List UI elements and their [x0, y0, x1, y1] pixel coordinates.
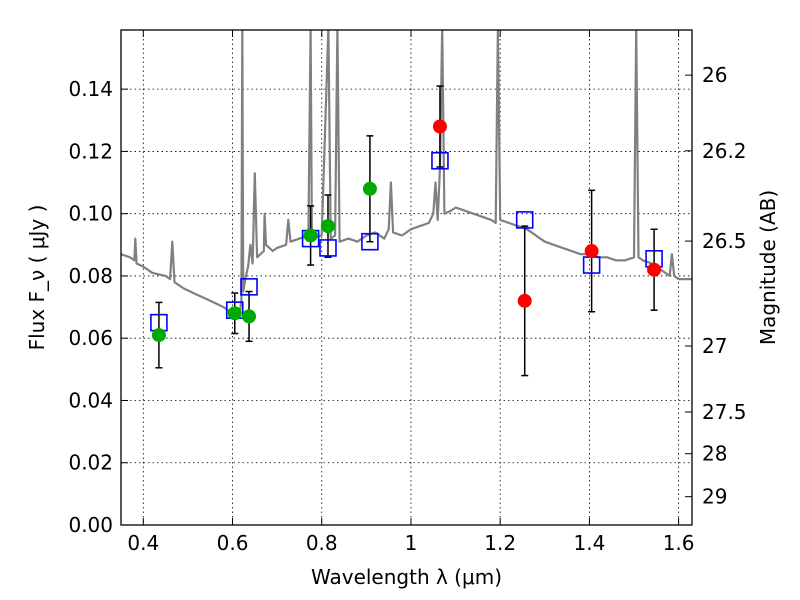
axis-ticks: 0.4 0.6 0.8 1 1.2 1.4 1.6 0.00 0.02 0.04 0.06 0.08 0…	[68, 30, 747, 555]
x-tick-label: 0.6	[217, 531, 249, 555]
x-tick-label: 0.8	[306, 531, 338, 555]
observed-circle-marker	[151, 328, 166, 343]
observed-circle-marker	[432, 119, 447, 134]
model-square-marker	[515, 211, 534, 229]
y-tick-label: 0.02	[68, 451, 113, 475]
y-tick-label: 0.04	[68, 388, 113, 412]
photometry-markers	[150, 119, 663, 343]
plot-frame	[120, 29, 693, 526]
y-tick-label: 0.00	[68, 513, 113, 537]
observed-circle-marker	[320, 219, 335, 234]
observed-circle-marker	[517, 293, 532, 308]
spectrum-line	[121, 30, 692, 318]
observed-circle-marker	[647, 262, 662, 277]
x-tick-label: 0.4	[127, 531, 159, 555]
model-square-marker	[319, 239, 337, 257]
right-tick-label: 29	[702, 485, 727, 509]
observed-circle-marker	[227, 306, 242, 321]
right-tick-label: 28	[702, 442, 727, 466]
y-axis-title-right: Magnitude (AB)	[756, 190, 780, 345]
y-tick-label: 0.06	[68, 326, 113, 350]
x-tick-label: 1.2	[484, 531, 516, 555]
template-spectrum	[121, 30, 692, 318]
model-square-marker	[431, 151, 449, 170]
x-axis-title: Wavelength λ (μm)	[311, 565, 502, 589]
right-tick-label: 26.2	[702, 139, 747, 163]
model-square-marker	[361, 232, 379, 251]
right-tick-label: 26.5	[702, 229, 747, 253]
grid-lines	[121, 30, 692, 526]
x-tick-label: 1	[405, 531, 418, 555]
right-tick-label: 26	[702, 63, 727, 87]
model-square-marker	[240, 278, 258, 296]
right-tick-label: 27	[702, 334, 727, 358]
x-tick-label: 1.4	[573, 531, 605, 555]
observed-circle-marker	[584, 244, 599, 259]
error-bars	[155, 85, 658, 377]
y-tick-label: 0.10	[68, 202, 113, 226]
observed-circle-marker	[362, 181, 377, 196]
y-axis-title-left: Flux F_ν ( μJy )	[25, 205, 49, 351]
y-tick-label: 0.14	[68, 77, 113, 101]
right-tick-label: 27.5	[702, 400, 747, 424]
x-tick-label: 1.6	[663, 531, 695, 555]
y-tick-label: 0.08	[68, 264, 113, 288]
observed-circle-marker	[242, 309, 257, 324]
y-tick-label: 0.12	[68, 139, 113, 163]
observed-circle-marker	[303, 228, 318, 243]
